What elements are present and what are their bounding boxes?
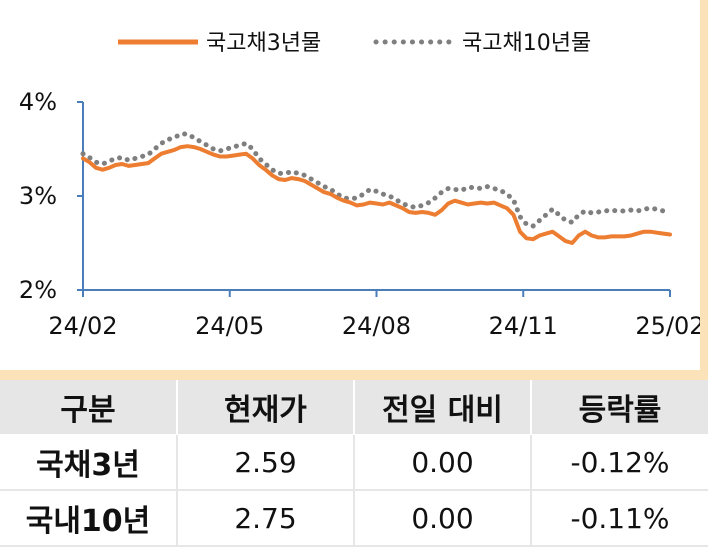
x-tick-label: 24/02 bbox=[48, 312, 117, 340]
quote-table: 구분 현재가 전일 대비 등락률 국채3년 2.59 0.00 -0.12% 국… bbox=[0, 380, 708, 547]
row-price: 2.59 bbox=[177, 434, 355, 491]
legend-label-10y: 국고채10년물 bbox=[462, 31, 591, 56]
row-rate: -0.12% bbox=[531, 434, 708, 491]
x-tick-label: 24/11 bbox=[489, 312, 558, 340]
row-label: 국내10년 bbox=[0, 490, 178, 547]
header-price: 현재가 bbox=[177, 380, 355, 435]
table-header-row: 구분 현재가 전일 대비 등락률 bbox=[0, 380, 708, 435]
series-line-10y bbox=[80, 131, 673, 229]
row-rate: -0.11% bbox=[531, 490, 708, 547]
header-category: 구분 bbox=[0, 380, 178, 435]
y-tick-label: 4% bbox=[19, 88, 57, 116]
y-tick-label: 3% bbox=[19, 182, 57, 210]
divider-band bbox=[0, 358, 708, 380]
x-tick-label: 25/02 bbox=[635, 312, 704, 340]
table-row: 국내10년 2.75 0.00 -0.11% bbox=[0, 490, 708, 547]
table-row: 국채3년 2.59 0.00 -0.12% bbox=[0, 434, 708, 491]
header-rate: 등락률 bbox=[531, 380, 708, 435]
x-tick-label: 24/08 bbox=[342, 312, 411, 340]
panel-border bbox=[700, 0, 708, 380]
x-tick-label: 24/05 bbox=[195, 312, 264, 340]
y-tick-label: 2% bbox=[19, 276, 57, 304]
row-price: 2.75 bbox=[177, 490, 355, 547]
bond-yield-chart: 4% 3% 2% 24/02 24/05 24/08 24/11 25/02 국고채3년물 국고채… bbox=[19, 31, 705, 340]
header-change: 전일 대비 bbox=[354, 380, 532, 435]
series-line-3y bbox=[81, 144, 672, 245]
legend-label-3y: 국고채3년물 bbox=[206, 31, 321, 56]
row-change: 0.00 bbox=[354, 434, 532, 491]
chart-panel: 4% 3% 2% 24/02 24/05 24/08 24/11 25/02 국고채3년물 국고채… bbox=[18, 31, 705, 340]
row-change: 0.00 bbox=[354, 490, 532, 547]
row-label: 국채3년 bbox=[0, 434, 178, 491]
